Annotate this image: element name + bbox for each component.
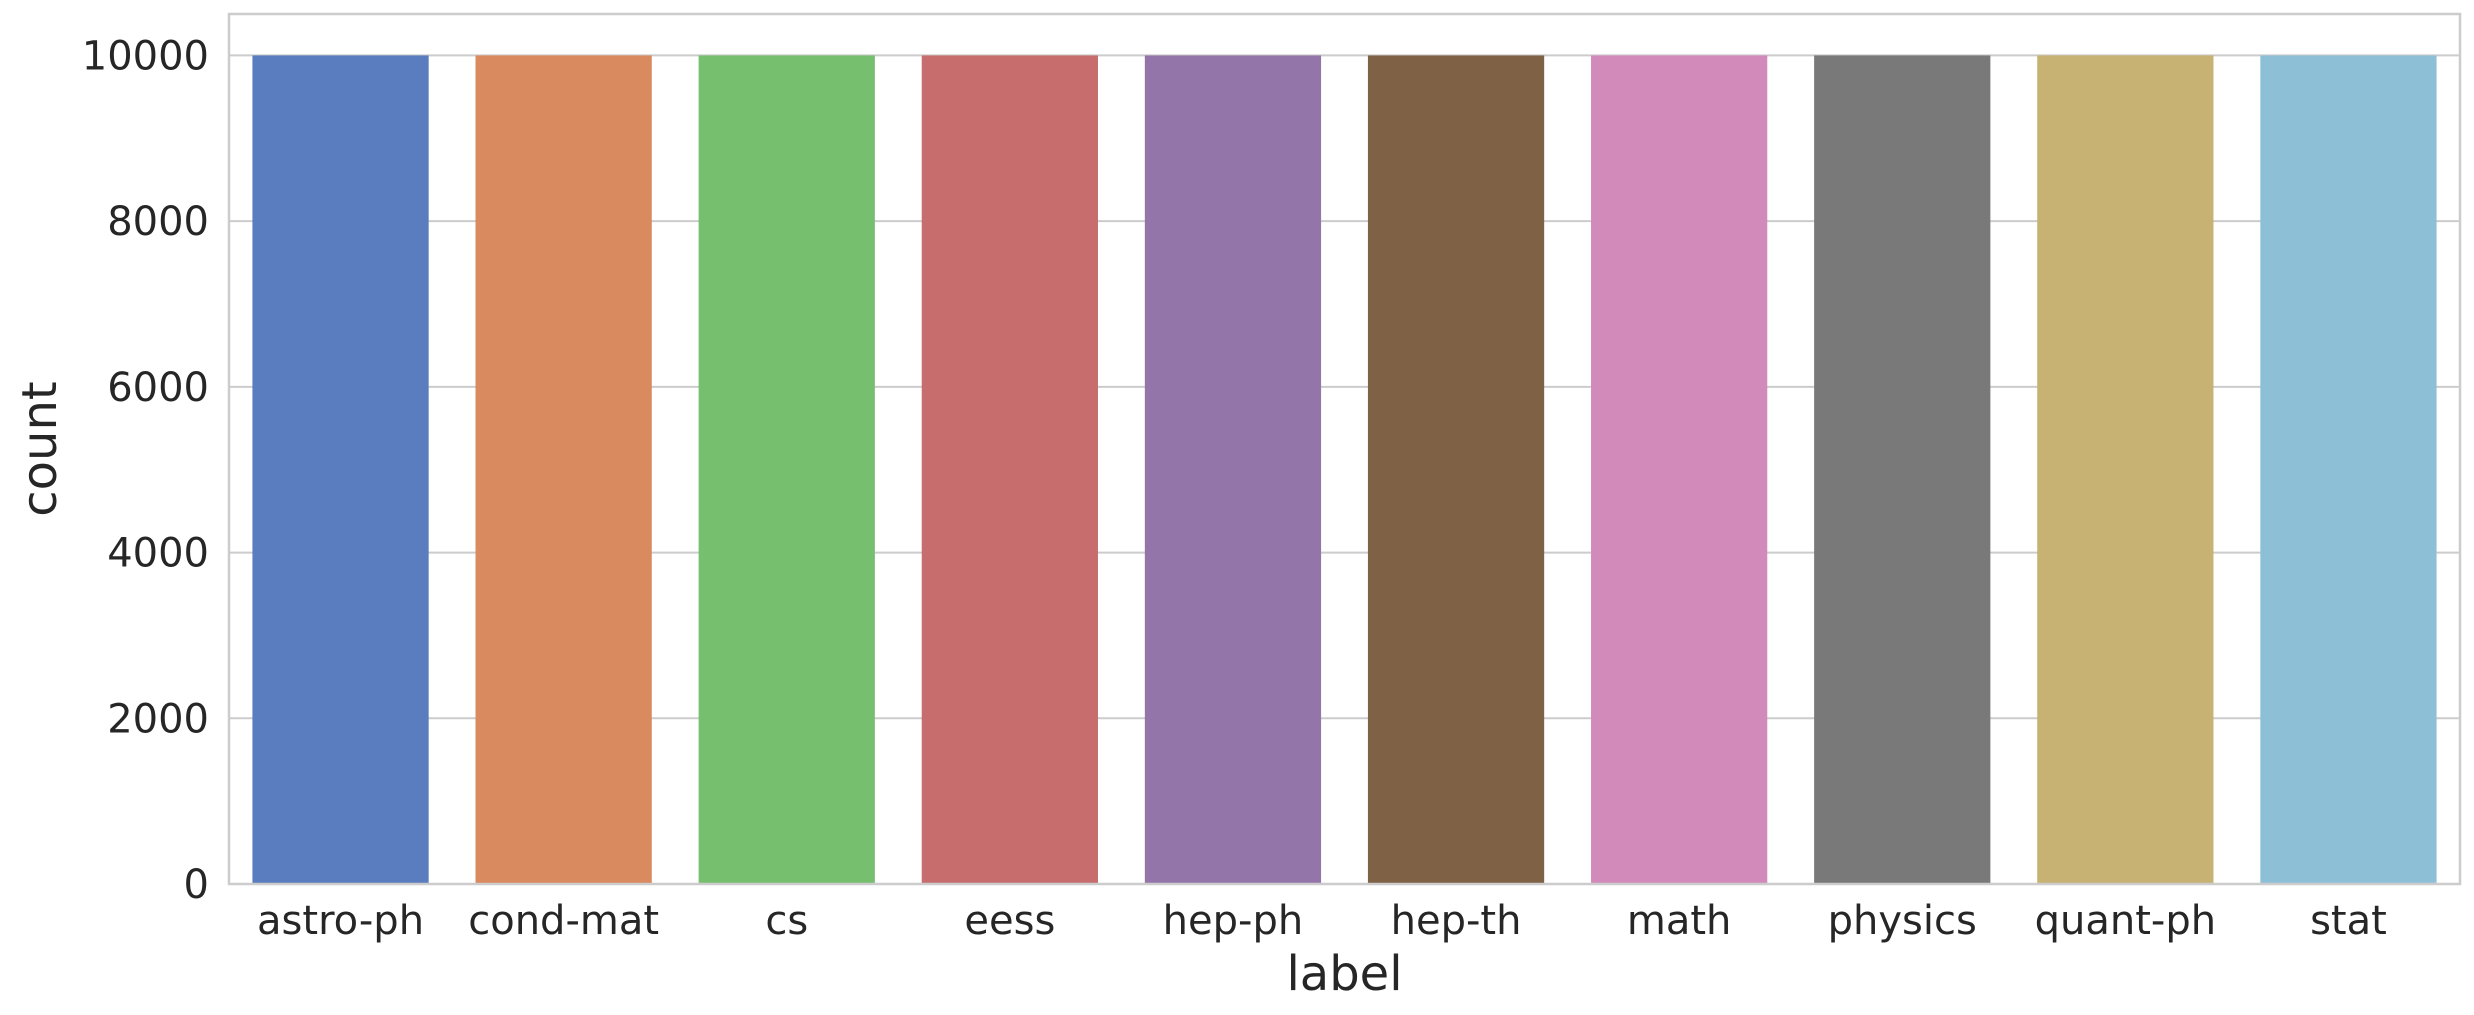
y-tick-label: 2000 [107, 696, 209, 742]
bar-math [1591, 55, 1768, 884]
x-tick-label: cs [765, 898, 808, 944]
x-tick-label: hep-ph [1163, 898, 1304, 944]
x-tick-label: eess [964, 898, 1055, 944]
x-tick-label: math [1627, 898, 1732, 944]
y-axis-ticks: 0 2000 4000 6000 8000 10000 [82, 33, 209, 908]
bars [252, 55, 2437, 884]
bar-quant-ph [2037, 55, 2214, 884]
x-tick-label: hep-th [1391, 898, 1522, 944]
x-axis-title: label [1286, 946, 1402, 1002]
bar-hep-th [1367, 55, 1545, 884]
bar-physics [1814, 55, 1991, 884]
y-tick-label: 0 [184, 862, 209, 908]
y-tick-label: 6000 [107, 365, 209, 411]
x-axis-ticks: astro-ph cond-mat cs eess hep-ph hep-th math ph… [257, 898, 2387, 944]
plot-frame [227, 12, 2462, 886]
x-tick-label: astro-ph [257, 898, 424, 944]
bar-cond-mat [475, 55, 652, 884]
x-tick-label: physics [1828, 898, 1977, 944]
bar-cs [698, 55, 875, 884]
x-tick-label: cond-mat [468, 898, 659, 944]
bar-eess [921, 55, 1098, 884]
bar-stat [2260, 55, 2437, 884]
y-tick-label: 8000 [107, 199, 209, 245]
bar-astro-ph [252, 55, 429, 884]
x-tick-label: quant-ph [2035, 898, 2216, 944]
y-tick-label: 10000 [82, 33, 209, 79]
y-tick-label: 4000 [107, 531, 209, 577]
bar-hep-ph [1144, 55, 1322, 884]
x-tick-label: stat [2310, 898, 2387, 944]
y-axis-title: count [12, 381, 68, 516]
